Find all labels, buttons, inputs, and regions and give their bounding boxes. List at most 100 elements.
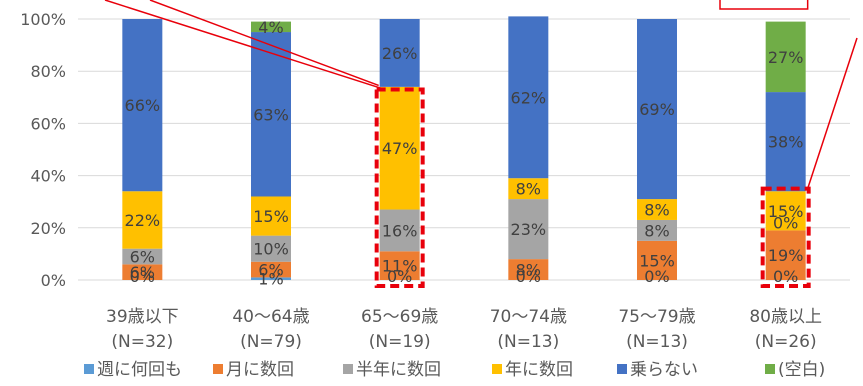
bar-segment xyxy=(251,235,291,262)
bar-segment xyxy=(637,19,677,200)
data-label: 8% xyxy=(644,221,669,240)
y-tick-label: 80% xyxy=(30,62,66,81)
x-category-n-label: (N=13) xyxy=(626,332,688,352)
callout-line xyxy=(149,0,379,87)
y-tick-label: 20% xyxy=(30,219,66,238)
bar-segment xyxy=(122,264,163,280)
bar-segment xyxy=(379,209,420,252)
data-label: 6% xyxy=(130,248,155,267)
data-label: 15% xyxy=(768,202,804,221)
bar-segment xyxy=(765,21,806,93)
legend-label: 年に数回 xyxy=(505,360,573,380)
data-label: 22% xyxy=(125,211,161,230)
bar-segment xyxy=(508,16,549,179)
data-label: 6% xyxy=(130,263,155,282)
legend-label: 乗らない xyxy=(630,360,698,380)
bar-segment xyxy=(379,251,420,280)
bar-segment xyxy=(251,32,291,197)
callout-line xyxy=(104,0,382,90)
data-label: 4% xyxy=(258,18,283,37)
data-label: 0% xyxy=(644,267,669,286)
bar-segment xyxy=(508,178,549,200)
bar-segment xyxy=(637,240,677,280)
data-label: 8% xyxy=(516,180,541,199)
x-category-n-label: (N=32) xyxy=(111,332,173,352)
bar-segment xyxy=(637,219,677,241)
legend: 週に何回も 月に数回 半年に数回 年に数回 乗らない (空白) xyxy=(84,360,825,380)
x-axis: 39歳以下 (N=32) 40〜64歳 (N=79) 65〜69歳 (N=19) 70〜74… xyxy=(106,307,822,352)
gridlines xyxy=(78,18,850,281)
data-label: 38% xyxy=(768,133,804,152)
data-label: 69% xyxy=(639,100,675,119)
data-label: 0% xyxy=(773,213,798,232)
x-category-label: 40〜64歳 xyxy=(232,307,309,327)
legend-label: 月に数回 xyxy=(226,360,294,380)
x-category-label: 80歳以上 xyxy=(749,307,822,327)
data-label: 0% xyxy=(516,267,541,286)
bar-segment xyxy=(508,199,549,260)
bar-segment xyxy=(637,199,677,220)
bar-segment xyxy=(122,248,163,265)
highlight-boxes xyxy=(374,87,811,288)
data-label: 0% xyxy=(773,267,798,286)
x-category-n-label: (N=26) xyxy=(755,332,817,352)
bar-segment xyxy=(508,259,549,280)
y-tick-label: 60% xyxy=(30,114,66,133)
data-labels: 0%6%6%22%66%1%6%10%15%63%4%0%11%16%47%26… xyxy=(125,18,804,289)
legend-swatch xyxy=(765,364,775,374)
y-axis: 0% 20% 40% 60% 80% 100% xyxy=(20,10,66,290)
bar-segment xyxy=(765,191,806,231)
bar-segment xyxy=(251,21,291,33)
data-label: 8% xyxy=(644,201,669,220)
data-label: 10% xyxy=(253,240,289,259)
bars xyxy=(122,16,806,280)
bar-segment xyxy=(251,196,291,236)
bar-segment xyxy=(251,261,291,278)
x-category-label: 65〜69歳 xyxy=(361,307,438,327)
bar-segment xyxy=(251,277,291,280)
y-tick-label: 0% xyxy=(41,271,66,290)
data-label: 63% xyxy=(253,105,289,124)
legend-label: 半年に数回 xyxy=(356,360,441,380)
legend-swatch xyxy=(343,364,353,374)
data-label: 8% xyxy=(516,261,541,280)
x-category-n-label: (N=79) xyxy=(240,332,302,352)
x-category-label: 75〜79歳 xyxy=(618,307,695,327)
x-category-n-label: (N=13) xyxy=(497,332,559,352)
data-label: 23% xyxy=(511,220,547,239)
legend-label: 週に何回も xyxy=(97,360,182,380)
legend-swatch xyxy=(213,364,223,374)
x-category-label: 39歳以下 xyxy=(106,307,179,327)
bar-segment xyxy=(122,19,163,192)
data-label: 26% xyxy=(382,44,418,63)
data-label: 0% xyxy=(130,267,155,286)
data-label: 1% xyxy=(258,270,283,289)
data-label: 15% xyxy=(639,251,675,270)
legend-swatch xyxy=(617,364,627,374)
data-label: 66% xyxy=(125,96,161,115)
data-label: 62% xyxy=(511,88,547,107)
data-label: 11% xyxy=(382,257,418,276)
bar-segment xyxy=(765,92,806,192)
callout-line xyxy=(719,0,809,10)
callout-line xyxy=(806,37,858,189)
data-label: 0% xyxy=(387,267,412,286)
data-label: 16% xyxy=(382,221,418,240)
highlight-box xyxy=(374,87,425,288)
y-tick-label: 40% xyxy=(30,167,66,186)
data-label: 15% xyxy=(253,207,289,226)
highlight-box xyxy=(760,186,811,288)
bar-segment xyxy=(765,230,806,280)
bar-segment xyxy=(379,86,420,210)
x-category-label: 70〜74歳 xyxy=(490,307,567,327)
data-label: 6% xyxy=(258,261,283,280)
data-label: 27% xyxy=(768,48,804,67)
legend-label: (空白) xyxy=(778,360,825,380)
x-category-n-label: (N=19) xyxy=(369,332,431,352)
bar-segment xyxy=(379,19,420,87)
bar-segment xyxy=(122,191,163,249)
data-label: 19% xyxy=(768,246,804,265)
data-label: 47% xyxy=(382,139,418,158)
y-tick-label: 100% xyxy=(20,10,66,29)
